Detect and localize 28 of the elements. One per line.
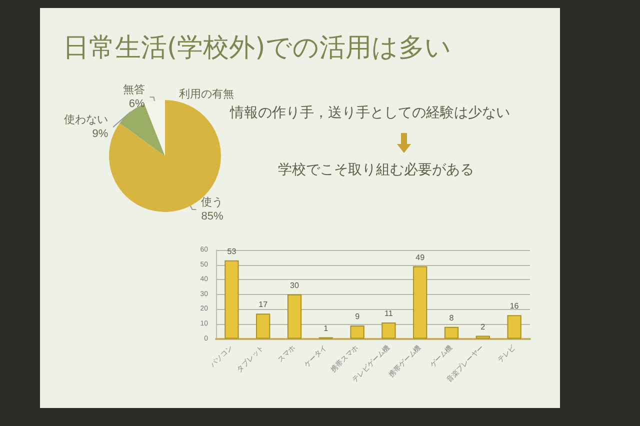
data-label: 16 <box>510 302 520 311</box>
chart-title: 日常生活(学校外)での活用は多い <box>63 33 452 63</box>
data-label: 6% <box>128 98 145 110</box>
bar <box>287 294 302 339</box>
data-label: 8 <box>449 313 454 322</box>
data-label: 1 <box>324 324 329 333</box>
text: 学校でこそ取り組む必要がある <box>278 162 474 178</box>
slice-label: 無答 <box>122 84 145 96</box>
bar <box>444 326 459 339</box>
data-label: 53 <box>227 246 237 256</box>
bar <box>256 314 270 339</box>
bar <box>413 266 428 339</box>
bar <box>224 260 239 339</box>
data-label: 11 <box>384 308 394 318</box>
data-label: 9 <box>355 312 360 321</box>
slice-label: 使わない <box>64 114 108 126</box>
text: 情報の作り手，送り手としての経験は少ない <box>229 105 510 121</box>
data-label: 49 <box>416 252 426 262</box>
data-label: 85% <box>201 210 224 222</box>
chart-subtitle: 利用の有無 <box>179 88 234 100</box>
data-label: 9% <box>92 128 108 140</box>
bar <box>350 325 364 339</box>
bar <box>507 315 522 339</box>
data-label: 17 <box>258 300 268 310</box>
data-label: 30 <box>290 280 300 290</box>
slice-label: 使う <box>201 196 224 208</box>
bar <box>382 322 396 339</box>
data-label: 2 <box>480 322 486 332</box>
